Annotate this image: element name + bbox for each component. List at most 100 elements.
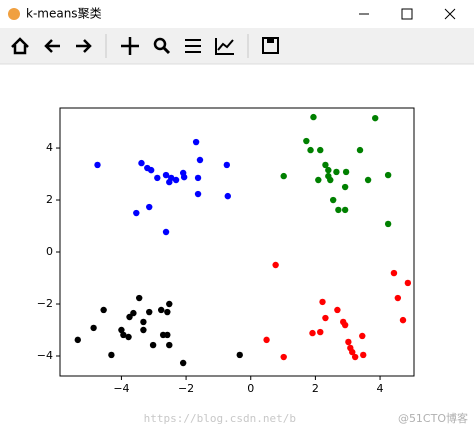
scatter-point [146,308,153,316]
scatter-point [180,173,188,181]
toolbar [0,28,474,64]
scatter-point [341,321,349,329]
scatter-point [404,279,412,287]
scatter-point [322,161,329,169]
scatter-point [146,203,153,211]
scatter-point [315,176,322,184]
scatter-point [192,138,200,146]
scatter-point [140,318,147,326]
x-tick-label: 4 [377,382,384,395]
y-tick-label: 2 [46,193,53,206]
scatter-point [164,331,171,339]
scatter-point [351,353,359,361]
scatter-point [125,333,132,341]
home-button[interactable] [11,37,29,55]
scatter-point [166,178,173,186]
scatter-point [166,300,173,308]
scatter-point [319,298,326,306]
scatter-point [138,159,145,167]
scatter-point [223,161,231,169]
scatter-point [236,351,243,359]
y-tick-label: −2 [37,297,53,310]
subplots-button[interactable] [185,39,201,53]
y-tick-label: −4 [37,349,53,362]
scatter-point [303,137,310,145]
scatter-point [196,156,204,164]
customize-button[interactable] [215,38,234,55]
scatter-point [325,166,332,174]
scatter-point [130,309,137,317]
scatter-point [345,338,352,346]
axes-frame [59,107,415,377]
scatter-point [157,306,165,314]
scatter-point [162,228,170,236]
scatter-point [356,146,364,154]
scatter-point [334,306,341,314]
scatter-point [154,174,161,182]
maximize-button[interactable] [401,8,413,20]
scatter-point [149,341,157,349]
scatter-point [120,331,127,339]
scatter-point [359,332,366,340]
y-tick-label: 0 [46,245,53,258]
scatter-point [335,206,342,214]
scatter-point [179,359,187,367]
scatter-point [399,316,407,324]
window-title: k-means聚类 [26,7,102,21]
scatter-point [136,294,143,302]
scatter-point [100,306,107,314]
scatter-point [360,351,367,359]
watermark: @51CTO博客 [398,411,468,425]
title-bar [0,0,474,28]
scatter-point [317,146,324,154]
scatter-point [327,176,334,184]
zoom-button[interactable] [153,37,167,51]
scatter-point [384,171,392,179]
scatter-point [394,294,402,302]
scatter-point [280,353,287,361]
forward-button[interactable] [76,39,92,53]
scatter-point [390,269,398,277]
scatter-point [317,328,324,336]
scatter-point [372,114,379,122]
scatter-point [263,336,270,344]
scatter-point [349,348,356,356]
pan-button[interactable] [121,37,139,55]
scatter-point [94,161,101,169]
save-icon-detail [267,38,274,43]
x-tick-label: −2 [178,382,194,395]
scatter-point [341,206,349,214]
x-tick-label: −4 [113,382,129,395]
back-button[interactable] [44,39,60,53]
scatter-point [147,166,155,174]
scatter-point [194,190,202,198]
scatter-point [164,308,171,316]
x-tick-label: 0 [247,382,254,395]
scatter-point [74,336,81,344]
scatter-point [322,314,329,322]
app-icon [8,8,20,20]
scatter-point [194,174,202,182]
scatter-point [140,326,147,334]
scatter-point [333,168,340,176]
scatter-point [384,220,392,228]
scatter-point [280,172,287,180]
scatter-point [166,341,173,349]
zoom-handle [162,46,171,55]
scatter-point [90,324,97,332]
plot-area: −4 −2 0 2 4 −4 −2 0 2 4 [37,113,412,395]
scatter-point [272,261,279,269]
close-button[interactable] [444,8,456,20]
scatter-point [162,171,170,179]
scatter-point [108,351,115,359]
scatter-point [307,146,314,154]
scatter-point [172,176,180,184]
y-tick-label: 4 [46,141,53,154]
scatter-point [329,196,337,204]
scatter-point [133,209,140,217]
scatter-point [310,113,317,121]
